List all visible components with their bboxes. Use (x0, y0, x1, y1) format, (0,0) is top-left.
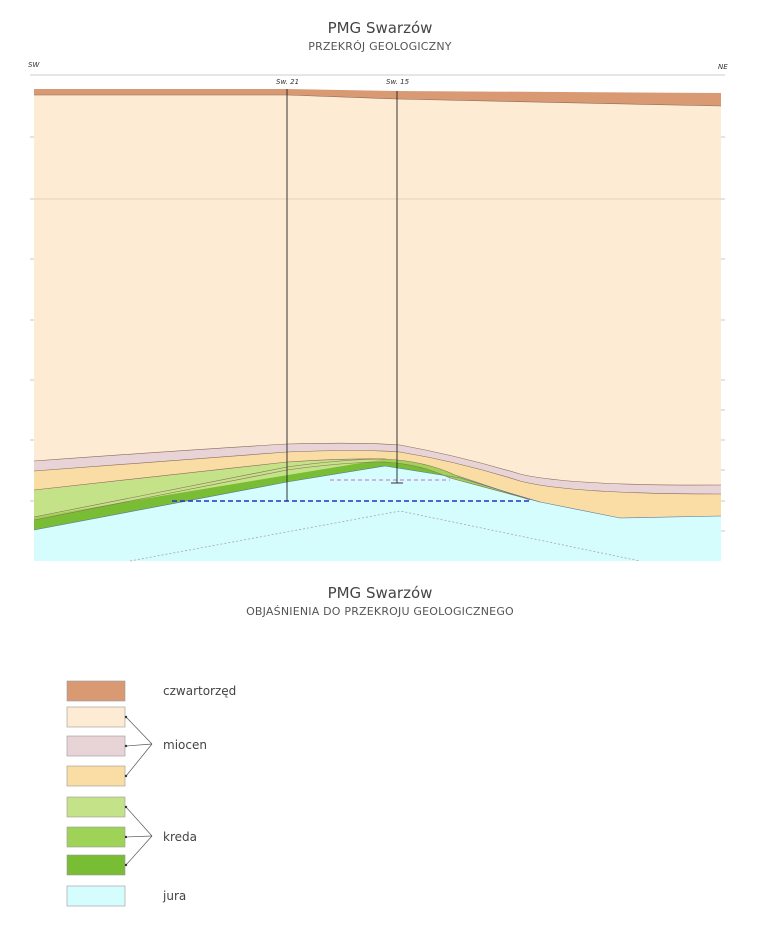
direction-right-label: NE (718, 63, 728, 71)
legend-label-cretaceous: kreda (163, 830, 197, 844)
legend: czwartorzęd miocen kreda jura (66, 680, 236, 907)
layer-miocene-orange (34, 450, 721, 518)
layer-cretaceous-light-main (34, 458, 385, 517)
direction-left-label: SW (28, 61, 40, 69)
legend-swatch-cretaceous-3 (66, 854, 126, 876)
legend-arrows-miocene (125, 716, 153, 777)
legend-swatch-quaternary (66, 680, 126, 702)
layer-miocene-main (34, 95, 721, 486)
layer-quaternary (34, 89, 721, 106)
legend-label-quaternary: czwartorzęd (163, 684, 236, 698)
legend-swatch-miocene-1 (66, 706, 126, 728)
section-title: PMG Swarzów (327, 19, 433, 37)
well-sw21-label: Sw. 21 (276, 78, 299, 86)
legend-swatch-cretaceous-2 (66, 826, 126, 848)
legend-swatch-jurassic (66, 885, 126, 907)
well-sw15-label: Sw. 15 (386, 78, 410, 86)
depth-ticks (30, 136, 725, 532)
legend-label-miocene: miocen (163, 738, 207, 752)
legend-swatch-miocene-3 (66, 765, 126, 787)
legend-arrowheads (124, 715, 128, 867)
legend-swatch-cretaceous-1 (66, 796, 126, 818)
section-subtitle: PRZEKRÓJ GEOLOGICZNY (308, 40, 452, 53)
legend-title: PMG Swarzów (327, 584, 433, 602)
layer-jurassic (34, 462, 721, 561)
layer-miocene-pink (34, 443, 721, 494)
legend-label-jurassic: jura (162, 889, 186, 903)
legend-swatch-miocene-2 (66, 735, 126, 757)
legend-arrows-cretaceous (125, 806, 153, 866)
legend-subtitle: OBJAŚNIENIA DO PRZEKROJU GEOLOGICZNEGO (246, 605, 514, 618)
